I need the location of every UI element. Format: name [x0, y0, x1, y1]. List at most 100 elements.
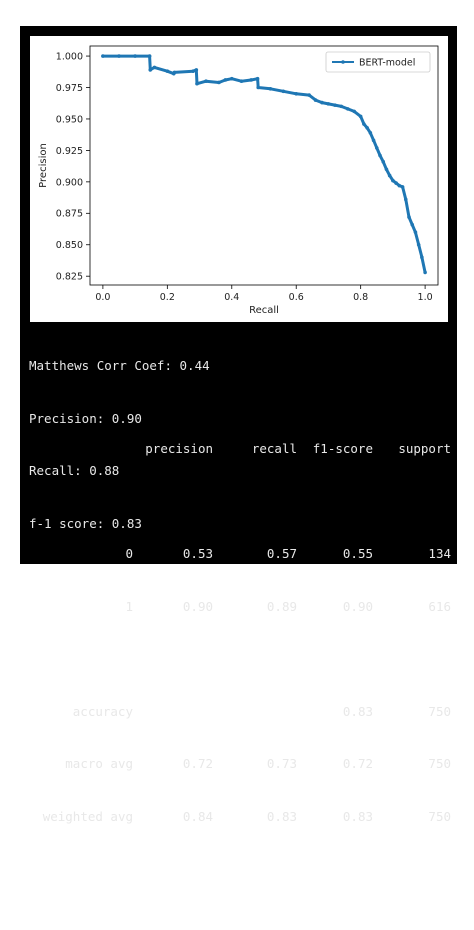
report-row-class-0: 0 0.53 0.57 0.55 134	[29, 545, 455, 563]
data-point	[191, 69, 195, 73]
data-point	[420, 255, 424, 260]
data-point	[165, 69, 170, 73]
row-label: weighted avg	[42, 808, 133, 824]
row-f1: 0.83	[342, 703, 373, 719]
data-point	[256, 85, 260, 90]
data-point	[147, 54, 152, 58]
data-point	[352, 109, 357, 114]
y-tick-label: 0.950	[56, 114, 83, 125]
data-point	[307, 93, 311, 97]
x-axis-label: Recall	[249, 305, 279, 316]
row-f1: 0.83	[342, 808, 373, 824]
report-spacer	[29, 493, 455, 511]
classification-report: precision recall f1-score support 0 0.53…	[29, 405, 455, 860]
x-tick-label: 0.0	[95, 292, 110, 303]
row-support: 750	[428, 808, 451, 824]
data-point	[387, 173, 392, 178]
header-precision: precision	[145, 441, 213, 456]
data-point	[217, 80, 221, 85]
legend-box	[325, 51, 431, 73]
row-precision: 0.72	[182, 756, 213, 771]
x-tick-label: 0.4	[224, 292, 239, 303]
row-recall: 0.57	[266, 546, 297, 561]
metric-mcc: Matthews Corr Coef: 0.44	[29, 358, 210, 373]
y-tick-label: 0.850	[56, 240, 83, 251]
x-tick-label: 0.6	[289, 292, 304, 303]
y-tick-label: 0.825	[56, 272, 83, 283]
data-point	[371, 138, 376, 143]
data-point	[117, 54, 121, 58]
data-point	[345, 107, 350, 111]
data-point	[204, 79, 208, 84]
data-point	[194, 68, 199, 72]
report-spacer	[29, 650, 455, 668]
row-support: 750	[428, 756, 451, 771]
y-tick-label: 1.000	[56, 51, 83, 62]
data-point	[152, 65, 157, 70]
data-point	[172, 70, 177, 75]
data-point	[358, 114, 363, 119]
data-point	[133, 54, 137, 58]
data-point	[416, 242, 421, 247]
row-f1: 0.72	[342, 756, 373, 771]
data-point	[268, 86, 273, 91]
data-point	[397, 183, 402, 188]
notebook-output-panel: 0.0 0.2 0.4 0.6 0.8 1.0 0.825 0.850 0.875 0.900 0.…	[20, 26, 457, 824]
report-row-weighted-avg: weighted avg 0.84 0.83 0.83 750	[29, 808, 455, 826]
data-point	[229, 76, 234, 81]
data-point	[326, 102, 331, 106]
data-point	[394, 181, 398, 185]
data-point	[368, 130, 373, 135]
data-point	[320, 100, 324, 105]
data-point	[281, 89, 286, 94]
plot-frame	[89, 45, 439, 286]
y-tick-label: 0.975	[56, 83, 83, 94]
x-tick-label: 0.2	[160, 292, 175, 303]
data-point	[423, 270, 427, 275]
x-tick-label: 1.0	[418, 292, 433, 303]
row-f1: 0.90	[342, 598, 373, 614]
y-axis-label: Precision	[38, 143, 49, 188]
data-point	[223, 78, 228, 82]
report-row-macro-avg: macro avg 0.72 0.73 0.72 750	[29, 755, 455, 773]
header-recall: recall	[251, 441, 297, 456]
row-recall: 0.73	[266, 756, 297, 771]
y-tick-label: 0.900	[56, 177, 83, 188]
row-support: 134	[428, 546, 451, 561]
row-label: macro avg	[65, 756, 133, 771]
row-label: 1	[125, 598, 133, 614]
report-row-class-1: 1 0.90 0.89 0.90 616	[29, 598, 455, 616]
data-point	[101, 54, 105, 58]
data-point	[365, 125, 369, 130]
data-point	[381, 159, 386, 164]
data-point	[374, 146, 379, 150]
header-f1-score: f1-score	[312, 441, 373, 456]
data-point	[148, 68, 153, 72]
x-tick-label: 0.8	[353, 292, 368, 303]
data-point	[407, 215, 411, 219]
row-precision: 0.53	[182, 546, 213, 561]
data-point	[195, 81, 199, 86]
row-recall: 0.83	[266, 808, 297, 824]
metric-f1: f-1 score: 0.83	[29, 515, 142, 531]
series-line	[102, 54, 427, 273]
data-point	[333, 103, 337, 107]
metric-recall: Recall: 0.88	[29, 463, 120, 478]
data-point	[239, 79, 244, 84]
row-support: 616	[428, 598, 451, 614]
legend-marker	[341, 60, 345, 64]
data-point	[255, 76, 260, 81]
row-recall: 0.89	[266, 598, 297, 614]
report-header-row: precision recall f1-score support	[29, 440, 455, 458]
row-label: accuracy	[72, 703, 133, 719]
header-support: support	[398, 441, 451, 456]
legend-label: BERT-model	[359, 58, 415, 69]
data-point	[413, 230, 418, 234]
row-precision: 0.84	[182, 808, 213, 824]
data-point	[294, 92, 299, 96]
data-point	[384, 167, 389, 172]
data-point	[403, 197, 408, 202]
report-row-accuracy: accuracy 0.83 750	[29, 703, 455, 721]
data-point	[249, 78, 253, 82]
data-point	[400, 185, 405, 189]
